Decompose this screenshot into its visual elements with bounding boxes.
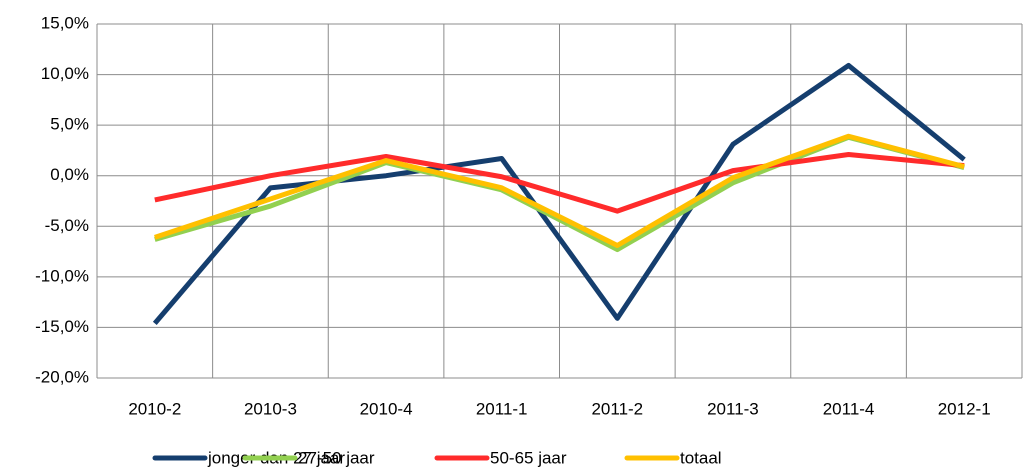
series-line [152,62,966,326]
x-tick-label: 2011-4 [823,399,875,418]
x-tick-label: 2010-3 [244,399,297,418]
legend-label: 27-50 jaar [298,448,375,467]
x-tick-label: 2010-4 [360,399,413,418]
x-tick-label: 2010-2 [128,399,181,418]
x-tick-label: 2011-3 [707,399,759,418]
y-tick-label: 10,0% [41,64,89,83]
legend-label: 50-65 jaar [490,448,567,467]
y-tick-label: -10,0% [35,266,89,285]
x-tick-label: 2012-1 [938,399,991,418]
x-tick-label: 2011-1 [476,399,528,418]
y-tick-label: 0,0% [50,165,89,184]
series-line [154,133,965,249]
y-tick-label: -5,0% [45,216,89,235]
x-tick-label: 2011-2 [591,399,643,418]
series-line [154,151,965,214]
y-tick-label: 5,0% [50,115,89,134]
y-tick-label: 15,0% [41,13,89,32]
y-tick-label: -20,0% [35,367,89,386]
y-tick-label: -15,0% [35,317,89,336]
legend-label: totaal [680,448,722,467]
